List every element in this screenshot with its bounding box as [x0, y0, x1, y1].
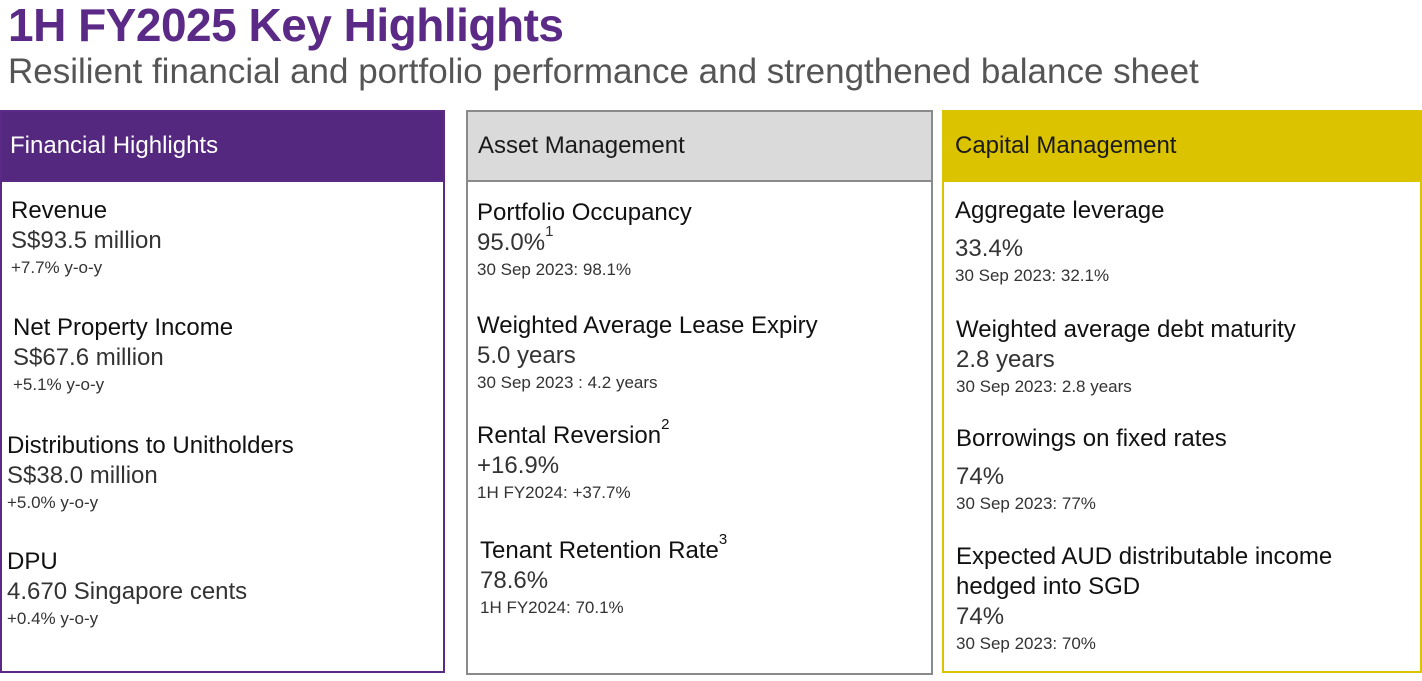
- footnote-2: 2: [661, 416, 670, 433]
- debt-maturity-value: 2.8 years: [956, 346, 1055, 373]
- financial-highlights-panel: Financial Highlights Revenue S$93.5 mill…: [0, 110, 445, 673]
- asset-management-panel: Asset Management Portfolio Occupancy 95.…: [466, 110, 933, 675]
- dpu-value: 4.670 Singapore cents: [7, 578, 248, 605]
- rental-reversion-label-row: Rental Reversion2: [477, 417, 669, 451]
- wale-comparison: 30 Sep 2023 : 4.2 years: [477, 373, 658, 392]
- occupancy-value-row: 95.0%1: [477, 224, 692, 258]
- rental-reversion-comparison: 1H FY2024: +37.7%: [477, 483, 631, 502]
- occupancy-value: 95.0%: [477, 229, 546, 256]
- distributions-label: Distributions to Unitholders: [7, 432, 294, 459]
- debt-maturity-comparison: 30 Sep 2023: 2.8 years: [956, 377, 1132, 396]
- tenant-retention-value: 78.6%: [480, 567, 549, 594]
- aggregate-leverage-item: Aggregate leverage 33.4% 30 Sep 2023: 32…: [955, 196, 1164, 288]
- page-title: 1H FY2025 Key Highlights: [8, 0, 564, 51]
- revenue-label: Revenue: [11, 197, 108, 224]
- rental-reversion-label: Rental Reversion: [477, 422, 662, 449]
- occupancy-label: Portfolio Occupancy: [477, 199, 692, 226]
- dpu-label: DPU: [7, 548, 58, 575]
- aud-hedging-value: 74%: [956, 603, 1005, 630]
- fixed-rate-comparison: 30 Sep 2023: 77%: [956, 494, 1096, 513]
- leverage-label: Aggregate leverage: [955, 197, 1165, 224]
- distributions-value: S$38.0 million: [7, 462, 158, 489]
- leverage-value: 33.4%: [955, 235, 1024, 262]
- aud-hedging-comparison: 30 Sep 2023: 70%: [956, 634, 1096, 653]
- fixed-rate-value: 74%: [956, 463, 1005, 490]
- footnote-3: 3: [718, 531, 728, 548]
- revenue-change: +7.7% y-o-y: [11, 258, 103, 277]
- aud-hedging-item: Expected AUD distributable income hedged…: [956, 542, 1376, 656]
- rental-reversion-value: +16.9%: [477, 452, 560, 479]
- capital-management-panel: Capital Management Aggregate leverage 33…: [942, 110, 1422, 673]
- fixed-rate-label: Borrowings on fixed rates: [956, 425, 1227, 452]
- page-subtitle: Resilient financial and portfolio perfor…: [8, 52, 1199, 91]
- portfolio-occupancy-item: Portfolio Occupancy 95.0%1 30 Sep 2023: …: [477, 198, 692, 282]
- tenant-retention-label: Tenant Retention Rate: [480, 537, 719, 564]
- aud-hedging-label: Expected AUD distributable income hedged…: [956, 543, 1333, 600]
- debt-maturity-label: Weighted average debt maturity: [956, 316, 1296, 343]
- distributions-change: +5.0% y-o-y: [7, 493, 99, 512]
- npi-change: +5.1% y-o-y: [13, 375, 105, 394]
- net-property-income-item: Net Property Income S$67.6 million +5.1%…: [13, 313, 233, 397]
- revenue-value: S$93.5 million: [11, 227, 162, 254]
- rental-reversion-item: Rental Reversion2 +16.9% 1H FY2024: +37.…: [477, 417, 669, 505]
- leverage-comparison: 30 Sep 2023: 32.1%: [955, 266, 1110, 285]
- npi-value: S$67.6 million: [13, 344, 164, 371]
- wale-item: Weighted Average Lease Expiry 5.0 years …: [477, 311, 818, 395]
- tenant-retention-label-row: Tenant Retention Rate3: [480, 532, 727, 566]
- distributions-item: Distributions to Unitholders S$38.0 mill…: [7, 431, 294, 515]
- asset-management-heading: Asset Management: [468, 112, 931, 182]
- occupancy-comparison: 30 Sep 2023: 98.1%: [477, 260, 632, 279]
- npi-label: Net Property Income: [13, 314, 234, 341]
- wale-value: 5.0 years: [477, 342, 576, 369]
- capital-management-heading: Capital Management: [944, 112, 1420, 182]
- tenant-retention-comparison: 1H FY2024: 70.1%: [480, 598, 624, 617]
- tenant-retention-item: Tenant Retention Rate3 78.6% 1H FY2024: …: [480, 532, 727, 620]
- wale-label: Weighted Average Lease Expiry: [477, 312, 818, 339]
- financial-highlights-heading: Financial Highlights: [2, 112, 443, 182]
- debt-maturity-item: Weighted average debt maturity 2.8 years…: [956, 315, 1296, 399]
- footnote-1: 1: [545, 223, 554, 240]
- revenue-item: Revenue S$93.5 million +7.7% y-o-y: [11, 196, 162, 280]
- dpu-change: +0.4% y-o-y: [7, 609, 99, 628]
- fixed-rate-borrowings-item: Borrowings on fixed rates 74% 30 Sep 202…: [956, 424, 1227, 516]
- dpu-item: DPU 4.670 Singapore cents +0.4% y-o-y: [7, 547, 247, 631]
